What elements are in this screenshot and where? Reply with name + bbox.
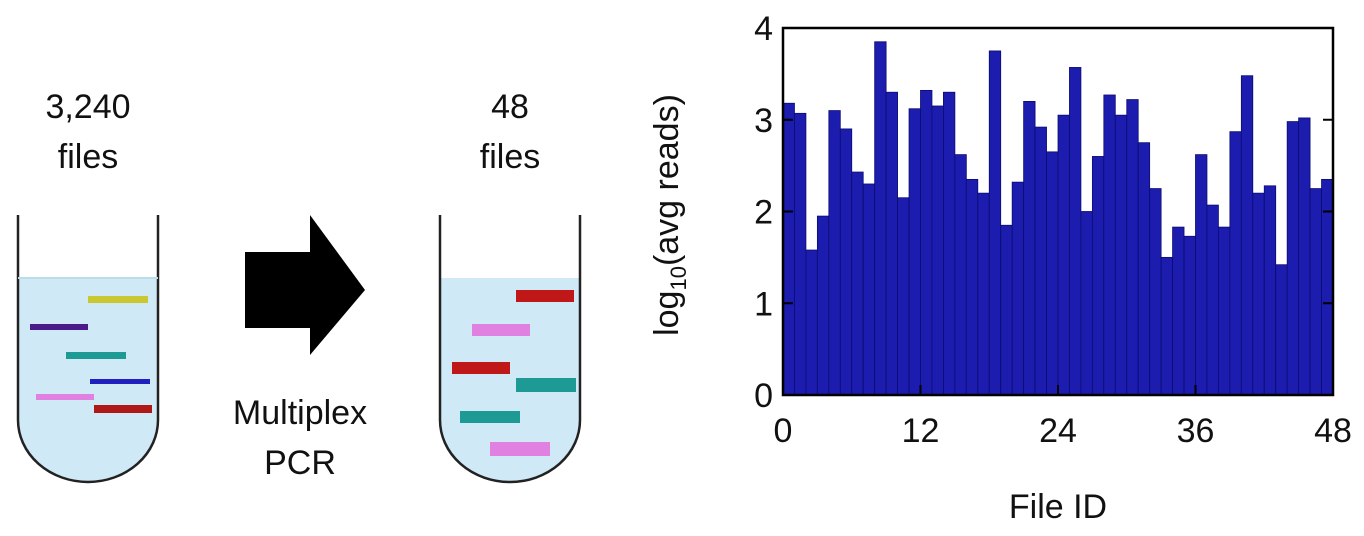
strand bbox=[516, 378, 576, 392]
strand bbox=[36, 394, 94, 400]
bar bbox=[782, 102, 795, 396]
strand bbox=[460, 411, 520, 423]
bar bbox=[862, 183, 876, 396]
x-tick-label: 12 bbox=[902, 412, 940, 450]
y-tick-label: 4 bbox=[754, 10, 773, 48]
strand bbox=[88, 296, 148, 303]
strand bbox=[66, 352, 126, 359]
bar bbox=[828, 110, 841, 396]
y-tick-label: 2 bbox=[754, 194, 773, 232]
bar bbox=[1126, 99, 1139, 396]
x-tick-label: 24 bbox=[1039, 412, 1077, 450]
y-tick-label: 1 bbox=[754, 285, 773, 323]
y-tick-label: 3 bbox=[754, 102, 773, 140]
bar bbox=[988, 50, 1002, 396]
bar bbox=[1286, 121, 1300, 396]
bar bbox=[1114, 114, 1128, 396]
bar bbox=[1000, 224, 1013, 396]
step-label: Multiplex bbox=[233, 394, 367, 432]
step-label: PCR bbox=[264, 444, 336, 482]
strand bbox=[516, 290, 574, 302]
bar bbox=[965, 178, 979, 396]
x-axis-label: File ID bbox=[1009, 488, 1107, 526]
bar bbox=[1160, 256, 1173, 396]
bar bbox=[1034, 126, 1047, 396]
bar bbox=[1011, 181, 1025, 396]
bar bbox=[977, 192, 990, 396]
bar bbox=[1275, 264, 1288, 396]
bar bbox=[908, 108, 921, 396]
x-tick-label: 36 bbox=[1177, 412, 1215, 450]
y-label-part: log bbox=[648, 291, 686, 336]
bar bbox=[794, 112, 807, 396]
y-tick-label: 0 bbox=[754, 377, 773, 415]
bar bbox=[1240, 75, 1254, 396]
x-tick-label: 0 bbox=[774, 412, 793, 450]
bar bbox=[1229, 131, 1242, 396]
bar bbox=[1183, 235, 1196, 396]
source-unit: files bbox=[58, 138, 118, 176]
y-label-part: (avg reads) bbox=[648, 94, 686, 266]
bar bbox=[1023, 101, 1036, 396]
bar bbox=[1069, 67, 1082, 396]
bar bbox=[1252, 192, 1265, 396]
strand bbox=[90, 379, 150, 384]
bar bbox=[1218, 226, 1231, 396]
strand bbox=[472, 324, 530, 336]
tube bbox=[438, 215, 582, 484]
bar bbox=[931, 105, 944, 396]
bar bbox=[897, 197, 910, 396]
y-label-sub: 10 bbox=[666, 266, 691, 290]
bar bbox=[1091, 156, 1105, 396]
bar bbox=[1103, 94, 1116, 396]
bar bbox=[805, 249, 818, 396]
bar bbox=[1172, 226, 1185, 396]
bar bbox=[1137, 142, 1151, 396]
bar bbox=[1046, 151, 1059, 396]
bar bbox=[874, 41, 887, 396]
x-tick-label: 48 bbox=[1314, 412, 1352, 450]
bar bbox=[1195, 154, 1208, 396]
bar bbox=[1080, 211, 1093, 396]
bar bbox=[1263, 185, 1277, 396]
bar bbox=[1149, 188, 1162, 396]
bar bbox=[1057, 114, 1070, 396]
bar bbox=[839, 128, 853, 396]
strand bbox=[94, 405, 152, 413]
target-unit: files bbox=[480, 138, 540, 176]
bar bbox=[1298, 117, 1311, 396]
bar bbox=[954, 154, 967, 396]
bar bbox=[851, 171, 864, 396]
y-axis-label: log10(avg reads) bbox=[648, 94, 691, 336]
bar bbox=[1309, 188, 1322, 396]
bar bbox=[885, 91, 898, 396]
source-count: 3,240 bbox=[45, 88, 130, 126]
tube bbox=[16, 215, 160, 484]
target-count: 48 bbox=[491, 88, 529, 126]
arrow bbox=[245, 215, 365, 355]
strand bbox=[452, 362, 510, 374]
strand bbox=[490, 442, 550, 456]
bar bbox=[920, 89, 933, 396]
bar bbox=[1206, 204, 1219, 396]
bar bbox=[943, 91, 956, 396]
bar bbox=[816, 215, 830, 396]
strand bbox=[30, 324, 88, 330]
